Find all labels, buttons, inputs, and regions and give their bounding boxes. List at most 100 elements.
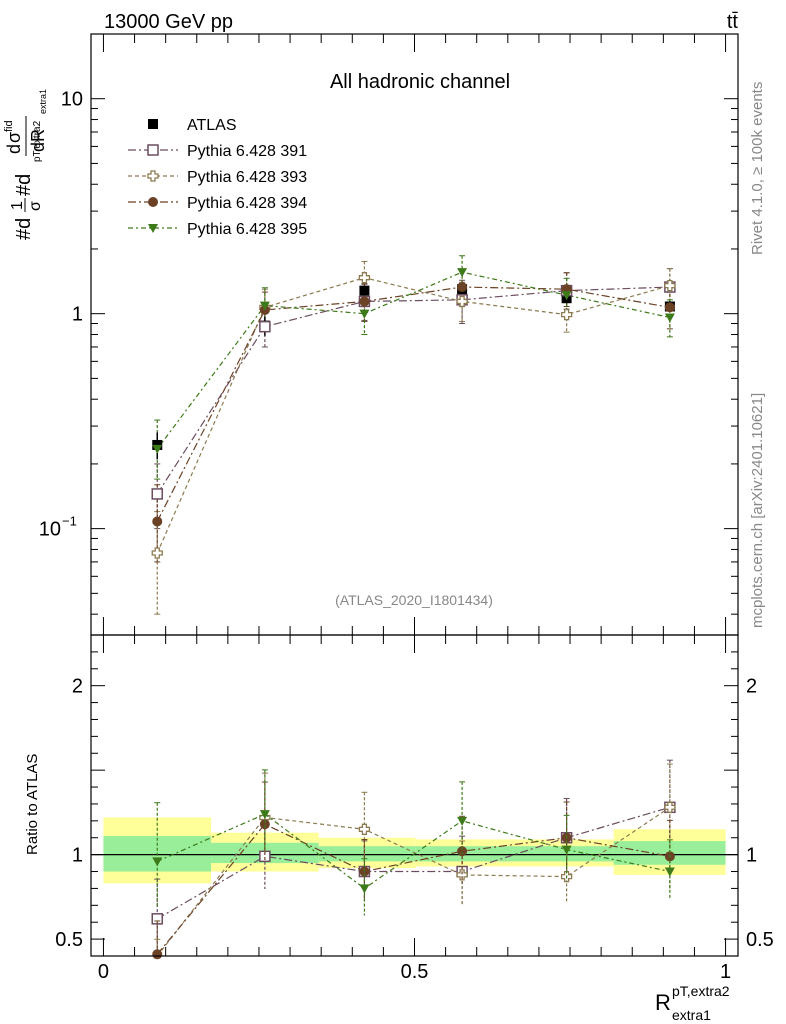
ratio-point-3-2: [359, 884, 370, 894]
series-1: [154, 260, 673, 615]
ratio-point-3-5: [664, 867, 675, 877]
legend-marker-1: [147, 144, 159, 156]
ratio-line-3: [157, 813, 671, 890]
svg-text:extra1: extra1: [38, 89, 48, 114]
svg-text:pT,extra2: pT,extra2: [32, 120, 43, 162]
legend-label-3: Pythia 6.428 394: [187, 195, 307, 212]
main-ylabel: #d 1 σ #d pT,extra2 extra1 d σ fid dR: [3, 89, 48, 240]
ratio-line-0: [156, 806, 671, 920]
ratio-point-2-0: [152, 949, 163, 960]
ratio-point-3-0: [152, 857, 163, 867]
main-ytick-label-0: 10: [39, 519, 61, 541]
legend-label-0: ATLAS: [187, 117, 237, 134]
mcplots-label: mcplots.cern.ch [arXiv:2401.10621]: [749, 393, 766, 628]
chart-title: All hadronic channel: [330, 71, 510, 93]
svg-text:d: d: [4, 144, 24, 154]
point-1-3: [456, 295, 468, 308]
point-2-5: [664, 302, 675, 313]
point-1-5: [664, 280, 676, 292]
series-line-2: [156, 286, 670, 522]
rivet-label: Rivet 4.1.0, ≥ 100k events: [749, 82, 766, 255]
svg-text:#d: #d: [13, 174, 35, 196]
main-ytick-label-2: 10: [61, 89, 83, 111]
atlas-point-2: [359, 285, 370, 296]
point-1-4: [560, 308, 573, 321]
band-green-2: [318, 846, 416, 862]
point-3-1: [259, 301, 270, 311]
legend-label-1: Pythia 6.428 391: [187, 143, 307, 160]
legend: ATLAS Pythia 6.428 391 Pythia 6.428 393 Pyt…: [128, 117, 307, 238]
point-1-0: [151, 547, 163, 559]
ratio-ytick-label-2: 2: [72, 676, 83, 698]
legend-marker-3: [148, 197, 158, 207]
x-axis-label: R pT,extra2 extra1: [655, 983, 730, 1023]
ratio-point-3-1: [259, 810, 270, 820]
point-2-3: [457, 282, 468, 293]
series-0: [154, 268, 673, 530]
point-0-1: [259, 320, 271, 333]
ratio-point-1-5: [664, 801, 676, 813]
legend-marker-4: [148, 224, 158, 233]
ratio-point-0-1: [259, 850, 271, 863]
ratio-series-3: [152, 769, 675, 916]
ratio-ytick-label-1: 1: [72, 845, 83, 867]
series-line-1: [156, 277, 671, 554]
point-1-2: [358, 272, 371, 284]
point-2-2: [359, 296, 370, 307]
ratio-point-1-3: [456, 869, 468, 881]
point-0-0: [151, 488, 164, 500]
legend-label-4: Pythia 6.428 395: [187, 221, 307, 238]
xtick-label-2: 1: [720, 961, 731, 983]
series-line-3: [156, 271, 671, 450]
series-markers-2: [152, 282, 675, 527]
ratio-line-2: [156, 823, 670, 955]
ratio-point-3-3: [457, 816, 468, 826]
svg-text:σ: σ: [27, 201, 44, 211]
legend-marker-0: [148, 119, 158, 129]
series-2: [154, 269, 673, 563]
ratio-point-1-2: [358, 823, 371, 835]
point-3-2: [359, 309, 370, 319]
ratio-point-3-4: [561, 845, 572, 855]
ratio-point-2-3: [457, 846, 468, 857]
ratio-frame: [90, 634, 739, 957]
series-markers-1: [151, 272, 676, 559]
main-ytick-label-1: 1: [72, 304, 83, 326]
legend-marker-2: [147, 170, 159, 182]
point-3-3: [457, 268, 468, 278]
svg-text:1: 1: [9, 201, 26, 210]
ratio-line-1: [156, 806, 671, 957]
svg-text:pT,extra2: pT,extra2: [672, 983, 730, 999]
xtick-label-1: 0.5: [401, 961, 429, 983]
legend-entry-3: Pythia 6.428 394: [128, 195, 307, 212]
point-3-0: [152, 444, 163, 454]
analysis-label: (ATLAS_2020_I1801434): [335, 592, 493, 608]
legend-entry-1: Pythia 6.428 391: [128, 143, 307, 160]
xtick-label-0: 0: [98, 961, 109, 983]
ratio-point-2-1: [259, 819, 270, 830]
series-line-0: [156, 286, 670, 495]
header-right: tt̄: [727, 11, 739, 33]
series-atlas: [152, 284, 675, 460]
series-markers-3: [152, 268, 675, 454]
point-3-4: [561, 291, 572, 301]
svg-text:dR: dR: [28, 129, 48, 152]
svg-text:#d: #d: [13, 218, 35, 240]
svg-text:fid: fid: [3, 120, 15, 132]
series-markers-0: [151, 281, 676, 500]
point-2-0: [152, 516, 163, 527]
legend-entry-2: Pythia 6.428 393: [128, 169, 307, 186]
ratio-ytick-label-right-0: 0.5: [746, 929, 774, 951]
svg-text:extra1: extra1: [672, 1007, 711, 1023]
svg-text:σ: σ: [4, 132, 24, 143]
point-3-5: [664, 313, 675, 323]
ratio-ylabel: Ratio to ATLAS: [24, 754, 41, 855]
ratio-ytick-label-right-2: 2: [746, 676, 757, 698]
legend-entry-4: Pythia 6.428 395: [128, 221, 307, 238]
legend-entry-0: ATLAS: [148, 117, 237, 134]
legend-label-2: Pythia 6.428 393: [187, 169, 307, 186]
svg-text:R: R: [655, 990, 671, 1015]
ratio-ytick-label-right-1: 1: [746, 845, 757, 867]
main-ytick-exp-0: −1: [62, 514, 77, 529]
